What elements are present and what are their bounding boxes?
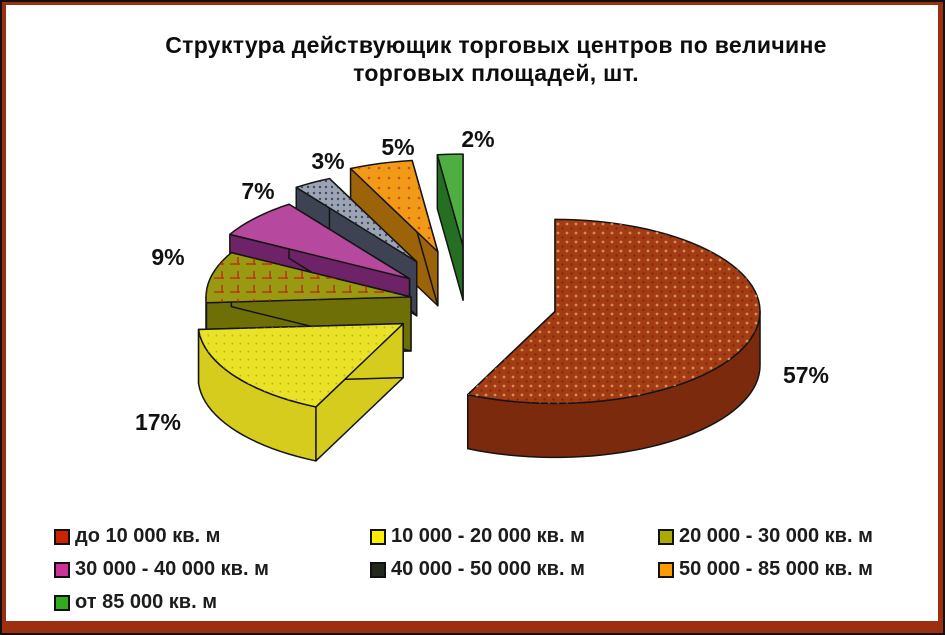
legend-row-3: от 85 000 кв. м — [6, 591, 938, 621]
chart-title-line2: торговых площадей, шт. — [353, 60, 639, 86]
legend-label: до 10 000 кв. м — [75, 525, 221, 547]
legend-item-do-10000[interactable]: до 10 000 кв. м — [54, 525, 220, 548]
legend-item-20000-30000[interactable]: 20 000 - 30 000 кв. м — [658, 525, 873, 548]
pie-percent-label-4: 3% — [311, 148, 344, 174]
legend-label: 50 000 - 85 000 кв. м — [679, 558, 873, 580]
legend-marker-magenta — [54, 561, 70, 578]
pie-percent-label-3: 7% — [241, 178, 274, 204]
chart-canvas: 2% 5% 3% 7% 9% 57% 17% Структура действующик т… — [6, 5, 938, 621]
pie-slice-4-texture — [296, 178, 417, 262]
legend-row-2: 30 000 - 40 000 кв. м 40 000 - 50 000 кв… — [6, 558, 938, 591]
legend-label: 10 000 - 20 000 кв. м — [391, 525, 585, 547]
legend-marker-dark — [370, 561, 386, 578]
legend-marker-red — [54, 528, 70, 545]
legend-item-40000-50000[interactable]: 40 000 - 50 000 кв. м — [370, 558, 585, 581]
legend-marker-orange — [658, 561, 674, 578]
legend-marker-yellow — [370, 528, 386, 545]
pie-percent-label-6: 2% — [461, 126, 494, 152]
legend-item-30000-40000[interactable]: 30 000 - 40 000 кв. м — [54, 558, 269, 581]
pie-percent-label-2: 9% — [151, 244, 184, 270]
pie-percent-label-5: 5% — [381, 134, 414, 160]
pie-slice-2-texture — [205, 252, 411, 303]
legend-marker-olive — [658, 528, 674, 545]
legend-label: 40 000 - 50 000 кв. м — [391, 558, 585, 580]
chart-title-line1: Структура действующик торговых центров п… — [165, 32, 827, 58]
legend-item-50000-85000[interactable]: 50 000 - 85 000 кв. м — [658, 558, 873, 581]
legend-row-1: до 10 000 кв. м 10 000 - 20 000 кв. м 20… — [6, 525, 938, 558]
pie-slice-6[interactable] — [436, 153, 464, 247]
pie-slice-5-texture — [350, 160, 438, 252]
chart-legend: до 10 000 кв. м 10 000 - 20 000 кв. м 20… — [6, 525, 938, 621]
chart-title: Структура действующик торговых центров п… — [6, 31, 938, 87]
legend-label: 20 000 - 30 000 кв. м — [679, 525, 873, 547]
pie-chart: 2% 5% 3% 7% 9% 57% 17% — [135, 126, 829, 462]
legend-marker-green — [54, 594, 70, 611]
legend-item-ot-85000[interactable]: от 85 000 кв. м — [54, 591, 217, 614]
pie-slice-0-texture — [467, 219, 761, 404]
legend-label: 30 000 - 40 000 кв. м — [75, 558, 269, 580]
pie-slice-1-texture — [198, 323, 404, 407]
pie-slice-3[interactable] — [229, 203, 411, 280]
legend-label: от 85 000 кв. м — [75, 591, 218, 613]
legend-item-10000-20000[interactable]: 10 000 - 20 000 кв. м — [370, 525, 585, 548]
pie-percent-label-1: 17% — [135, 409, 181, 435]
pie-percent-label-0: 57% — [783, 362, 829, 388]
